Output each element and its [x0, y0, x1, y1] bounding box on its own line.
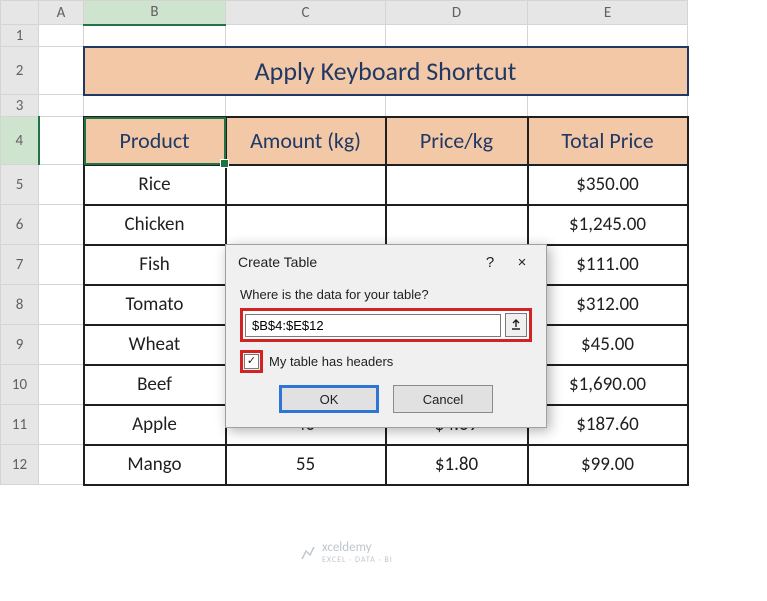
cell[interactable]: [226, 25, 386, 47]
cell[interactable]: [39, 95, 84, 117]
row-header-6[interactable]: 6: [1, 205, 39, 245]
dialog-question: Where is the data for your table?: [240, 287, 532, 302]
range-input-wrap: [240, 308, 532, 342]
table-cell[interactable]: Tomato: [84, 285, 226, 325]
dialog-titlebar[interactable]: Create Table ? ×: [226, 245, 546, 279]
table-header-amount-kg-[interactable]: Amount (kg): [226, 117, 386, 165]
headers-checkbox[interactable]: ✓: [244, 354, 259, 369]
table-cell[interactable]: $1,245.00: [528, 205, 688, 245]
ok-button[interactable]: OK: [279, 385, 379, 413]
row-header-8[interactable]: 8: [1, 285, 39, 325]
cell[interactable]: [39, 245, 84, 285]
table-cell[interactable]: $1.80: [386, 445, 528, 485]
cell[interactable]: [39, 365, 84, 405]
watermark: xceldemy EXCEL · DATA · BI: [300, 540, 393, 565]
cell[interactable]: [226, 95, 386, 117]
row-header-9[interactable]: 9: [1, 325, 39, 365]
select-all-corner[interactable]: [1, 1, 39, 25]
table-cell[interactable]: $312.00: [528, 285, 688, 325]
table-cell[interactable]: Apple: [84, 405, 226, 445]
row-header-2[interactable]: 2: [1, 47, 39, 95]
cancel-button[interactable]: Cancel: [393, 385, 493, 413]
table-cell[interactable]: Chicken: [84, 205, 226, 245]
col-header-A[interactable]: A: [39, 1, 84, 25]
row-header-11[interactable]: 11: [1, 405, 39, 445]
table-cell[interactable]: Rice: [84, 165, 226, 205]
headers-checkbox-label: My table has headers: [269, 354, 393, 369]
table-cell[interactable]: $1,690.00: [528, 365, 688, 405]
cell[interactable]: [39, 285, 84, 325]
cell[interactable]: [39, 325, 84, 365]
col-header-D[interactable]: D: [386, 1, 528, 25]
table-cell[interactable]: [226, 205, 386, 245]
page-title[interactable]: Apply Keyboard Shortcut: [84, 47, 688, 95]
table-cell[interactable]: $187.60: [528, 405, 688, 445]
cell[interactable]: [386, 95, 528, 117]
help-icon[interactable]: ?: [474, 249, 506, 275]
headers-checkbox-wrap: ✓: [240, 350, 263, 373]
cell[interactable]: [39, 165, 84, 205]
row-header-3[interactable]: 3: [1, 95, 39, 117]
dialog-title: Create Table: [238, 254, 474, 270]
cell[interactable]: [84, 95, 226, 117]
row-header-10[interactable]: 10: [1, 365, 39, 405]
table-cell[interactable]: [386, 165, 528, 205]
table-cell[interactable]: Fish: [84, 245, 226, 285]
table-cell[interactable]: $111.00: [528, 245, 688, 285]
cell[interactable]: [84, 25, 226, 47]
table-cell[interactable]: $45.00: [528, 325, 688, 365]
close-icon[interactable]: ×: [506, 249, 538, 275]
row-header-7[interactable]: 7: [1, 245, 39, 285]
range-picker-icon[interactable]: [505, 313, 527, 337]
cell[interactable]: [39, 205, 84, 245]
table-cell[interactable]: Mango: [84, 445, 226, 485]
col-header-B[interactable]: B: [84, 1, 226, 25]
table-cell[interactable]: $350.00: [528, 165, 688, 205]
cell[interactable]: [39, 445, 84, 485]
cell[interactable]: [39, 117, 84, 165]
table-cell[interactable]: Beef: [84, 365, 226, 405]
cell[interactable]: [386, 25, 528, 47]
table-header-total-price[interactable]: Total Price: [528, 117, 688, 165]
row-header-1[interactable]: 1: [1, 25, 39, 47]
row-header-12[interactable]: 12: [1, 445, 39, 485]
table-cell[interactable]: 55: [226, 445, 386, 485]
table-cell[interactable]: [226, 165, 386, 205]
table-header-product[interactable]: Product: [84, 117, 226, 165]
table-header-price-kg[interactable]: Price/kg: [386, 117, 528, 165]
cell[interactable]: [39, 405, 84, 445]
cell[interactable]: [39, 47, 84, 95]
row-header-4[interactable]: 4: [1, 117, 39, 165]
cell[interactable]: [528, 25, 688, 47]
col-header-E[interactable]: E: [528, 1, 688, 25]
cell[interactable]: [528, 95, 688, 117]
table-cell[interactable]: $99.00: [528, 445, 688, 485]
table-cell[interactable]: [386, 205, 528, 245]
table-cell[interactable]: Wheat: [84, 325, 226, 365]
row-header-5[interactable]: 5: [1, 165, 39, 205]
col-header-C[interactable]: C: [226, 1, 386, 25]
range-input[interactable]: [245, 314, 501, 337]
create-table-dialog: Create Table ? × Where is the data for y…: [225, 244, 547, 428]
cell[interactable]: [39, 25, 84, 47]
